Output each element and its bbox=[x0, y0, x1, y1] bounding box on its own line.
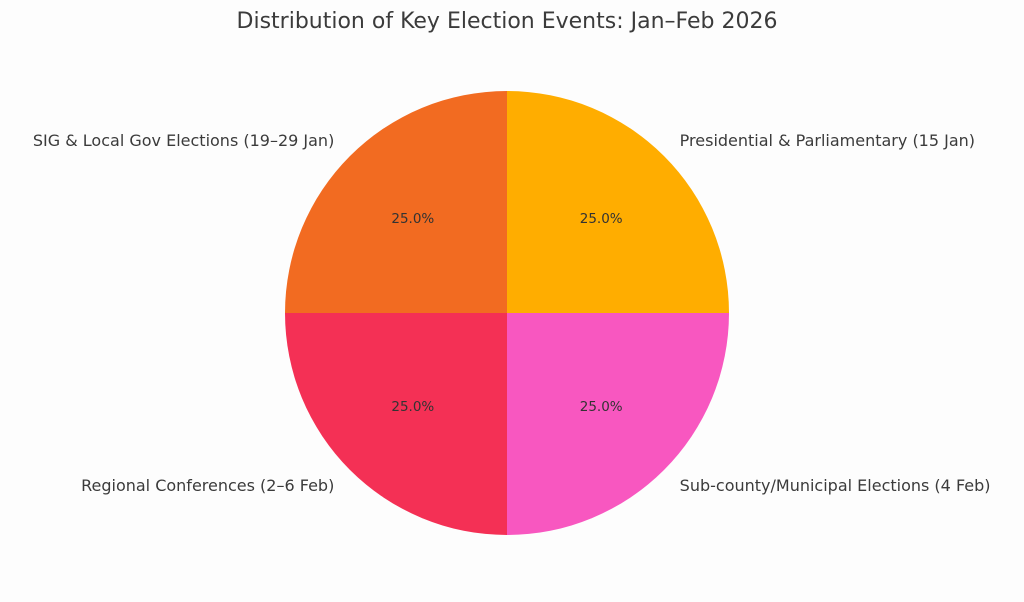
pie-slice bbox=[507, 313, 729, 535]
slice-percent-label: 25.0% bbox=[580, 399, 623, 415]
slice-category-label: SIG & Local Gov Elections (19–29 Jan) bbox=[33, 131, 334, 150]
slice-percent-label: 25.0% bbox=[580, 211, 623, 227]
pie-slices bbox=[285, 91, 729, 535]
slice-category-label: Sub-county/Municipal Elections (4 Feb) bbox=[680, 476, 991, 495]
slice-category-label: Presidential & Parliamentary (15 Jan) bbox=[680, 131, 975, 150]
pie-slice bbox=[507, 91, 729, 313]
pie-slice bbox=[285, 91, 507, 313]
chart-title: Distribution of Key Election Events: Jan… bbox=[237, 9, 778, 34]
slice-percent-label: 25.0% bbox=[391, 211, 434, 227]
slice-percent-label: 25.0% bbox=[391, 399, 434, 415]
slice-category-label: Regional Conferences (2–6 Feb) bbox=[81, 476, 334, 495]
pie-slice bbox=[285, 313, 507, 535]
pie-labels: 25.0% Presidential & Parliamentary (15 Ja… bbox=[33, 131, 991, 495]
